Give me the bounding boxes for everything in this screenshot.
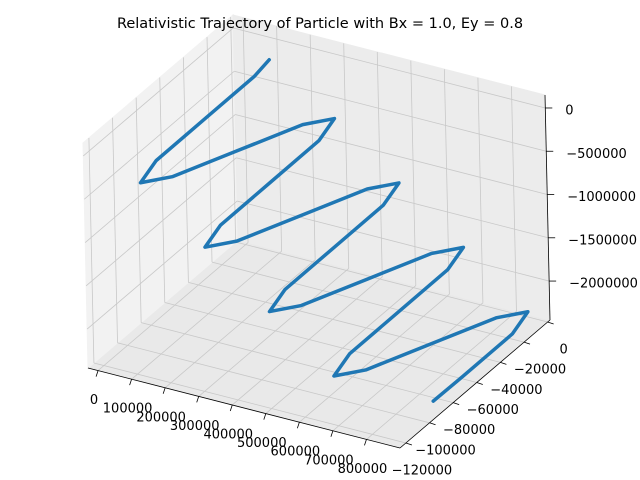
x-grid-line (131, 250, 282, 380)
x-grid-line (410, 60, 417, 286)
z-grid-line (83, 27, 234, 157)
x-grid-line (366, 311, 517, 440)
x-tick (196, 396, 200, 403)
x-tick-label: 200000 (136, 410, 186, 425)
y-tick-label: −60000 (467, 403, 519, 418)
y-tick-label: −120000 (392, 463, 453, 478)
y-grid-line (159, 77, 166, 303)
x-tick (162, 387, 166, 394)
x-tick (296, 422, 300, 429)
x-axis (87, 367, 401, 449)
y-grid-line (230, 17, 237, 243)
x-tick-label: 300000 (170, 419, 220, 434)
y-tick-label: −100000 (415, 443, 476, 458)
y-tick-label: −40000 (490, 383, 542, 398)
y-tick (429, 422, 436, 426)
y-grid-line (117, 342, 430, 424)
x-tick (330, 430, 334, 437)
x-grid-line (511, 86, 517, 312)
y-tick (500, 361, 507, 365)
z-axis (544, 94, 551, 321)
z-grid-line (86, 200, 238, 330)
x-tick-label: 800000 (338, 462, 388, 477)
y-grid-line (188, 281, 501, 363)
x-grid-line (97, 242, 249, 371)
x-tick (95, 370, 99, 377)
z-tick-label: −1500000 (568, 233, 637, 248)
z-tick-label: 0 (565, 103, 573, 118)
y-tick (476, 382, 483, 385)
y-tick-label: 0 (559, 343, 567, 358)
x-tick (263, 413, 267, 420)
z-grid-line (233, 27, 546, 109)
x-tick (229, 404, 233, 412)
z-tick-label: −500000 (566, 147, 627, 162)
y-grid-line (112, 117, 118, 343)
x-tick-label: 100000 (103, 402, 153, 417)
panes (82, 13, 552, 449)
z-grid-line (83, 70, 235, 200)
x-grid-line (265, 285, 417, 414)
x-grid-line (343, 43, 350, 269)
y-tick (453, 402, 460, 406)
x-grid-line (443, 69, 450, 295)
z-grid-line (236, 157, 549, 239)
axes: 0 100000200000300000400000500000600000700… (87, 94, 638, 478)
y-tick-label: −80000 (443, 423, 495, 438)
z-tick-label: −2000000 (569, 277, 638, 292)
x-grid-line (477, 77, 484, 303)
y-grid-line (206, 37, 213, 263)
x-tick-label: 400000 (203, 427, 253, 442)
x-tick (364, 439, 367, 446)
y-tick-label: −20000 (514, 363, 566, 378)
y-axis (399, 319, 551, 449)
z-grid-line (85, 157, 237, 287)
z-tick-label: −1000000 (567, 190, 636, 205)
x-grid-line (164, 259, 316, 389)
y-grid-line (164, 302, 477, 383)
x-tick (129, 379, 132, 386)
grid (83, 17, 550, 444)
chart-title: Relativistic Trajectory of Particle with… (117, 16, 523, 32)
x-grid-line (276, 26, 283, 252)
x-grid-line (231, 276, 383, 406)
x-grid-line (332, 302, 484, 432)
x-grid-line (198, 268, 349, 397)
x-tick-label: 600000 (271, 445, 321, 460)
y-tick (523, 341, 531, 345)
x-grid-line (242, 17, 249, 243)
z-grid-line (235, 114, 548, 195)
y-grid-line (93, 362, 407, 444)
x-tick-label: 500000 (237, 436, 287, 451)
x-grid-line (376, 51, 383, 277)
y-grid-line (141, 322, 454, 404)
x-tick-label: 0 (90, 393, 98, 408)
y-grid-line (88, 137, 95, 363)
y-grid-line (235, 241, 548, 323)
trajectory (138, 57, 530, 403)
y-tick (405, 442, 413, 446)
y-tick (547, 321, 554, 325)
y-grid-line (135, 97, 142, 323)
z-grid-line (237, 200, 550, 282)
x-grid-line (299, 293, 450, 423)
x-tick-label: 700000 (304, 453, 354, 468)
marks (138, 57, 530, 403)
z-grid-line (234, 70, 547, 152)
